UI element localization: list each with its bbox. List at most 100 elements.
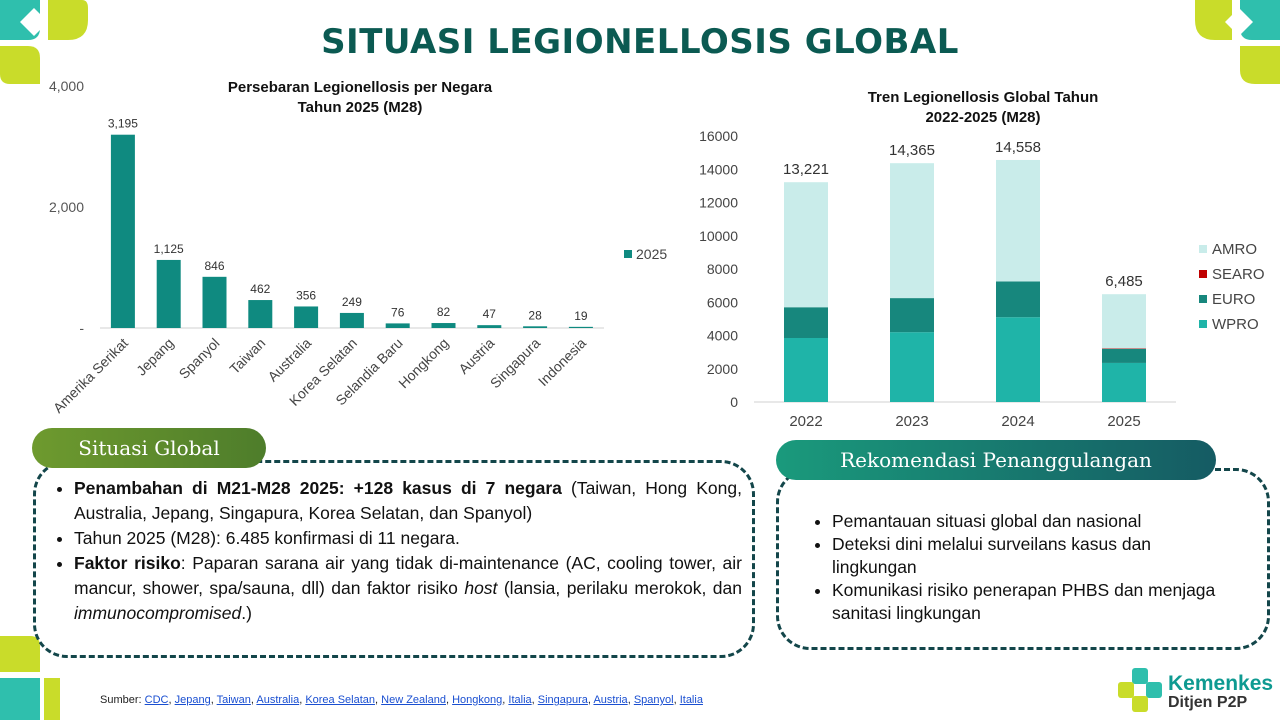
situasi-global-label: Situasi Global (32, 428, 266, 468)
situasi-item-3: Faktor risiko: Paparan sarana air yang t… (74, 551, 742, 626)
source-link-italia[interactable]: Italia (508, 694, 532, 706)
data-label: 3,195 (108, 117, 138, 131)
source-link-korea-selatan[interactable]: Korea Selatan (305, 694, 376, 706)
bar-chart-title-line2: Tahun 2025 (M28) (297, 99, 423, 116)
stacked-segment (1102, 294, 1146, 349)
data-label: 1,125 (154, 242, 184, 256)
y-tick-label: 2,000 (49, 199, 84, 215)
bar (156, 259, 181, 328)
y-tick-label: - (79, 320, 84, 336)
source-link-taiwan[interactable]: Taiwan (216, 694, 251, 706)
legend-label: AMRO (1212, 241, 1257, 258)
x-tick-label: Jepang (133, 335, 177, 379)
x-tick-label: 2022 (789, 413, 822, 430)
situasi-global-box (33, 460, 755, 658)
rekomendasi-label: Rekomendasi Penanggulangan (776, 440, 1216, 480)
x-tick-label: 2024 (1001, 413, 1034, 430)
brand-name: Kemenkes (1168, 672, 1274, 695)
legend-label: WPRO (1212, 316, 1259, 333)
x-tick-label: Indonesia (535, 335, 589, 389)
bar (568, 326, 593, 328)
stacked-segment (890, 298, 934, 333)
source-link-jepang[interactable]: Jepang (174, 694, 211, 706)
stacked-segment (784, 337, 828, 402)
rekomendasi-list: Pemantauan situasi global dan nasional D… (806, 510, 1216, 625)
stacked-segment (1102, 362, 1146, 402)
bar (431, 323, 456, 328)
data-label: 47 (483, 307, 497, 321)
legend-label: 2025 (636, 246, 667, 262)
situasi-global-list: Penambahan di M21-M28 2025: +128 kasus d… (48, 476, 742, 626)
y-tick-label: 4,000 (49, 78, 84, 94)
total-label: 14,558 (995, 139, 1041, 156)
rekomendasi-item-1: Pemantauan situasi global dan nasional (832, 510, 1216, 533)
stacked-segment (890, 332, 934, 402)
data-label: 249 (342, 295, 362, 309)
kemenkes-logo-icon (1118, 668, 1162, 712)
y-tick-label: 2000 (707, 361, 738, 377)
bar (523, 326, 548, 328)
rekomendasi-item-2: Deteksi dini melalui surveilans kasus da… (832, 533, 1216, 579)
source-link-cdc[interactable]: CDC (144, 694, 169, 706)
source-link-new-zealand[interactable]: New Zealand (381, 694, 446, 706)
source-link-austria[interactable]: Austria (593, 694, 628, 706)
data-label: 28 (528, 308, 542, 322)
bar (202, 276, 227, 328)
bar-chart-title: Persebaran Legionellosis per Negara Tahu… (150, 78, 570, 118)
x-tick-label: Hongkong (395, 335, 451, 391)
y-tick-label: 12000 (699, 195, 738, 211)
source-link-australia[interactable]: Australia (256, 694, 300, 706)
rekomendasi-item-3: Komunikasi risiko penerapan PHBS dan men… (832, 579, 1216, 625)
source-link-hongkong[interactable]: Hongkong (452, 694, 503, 706)
situasi-item-1: Penambahan di M21-M28 2025: +128 kasus d… (74, 476, 742, 526)
x-tick-label: 2023 (895, 413, 928, 430)
data-label: 356 (296, 288, 316, 302)
bar (294, 306, 319, 328)
bar-chart-title-line1: Persebaran Legionellosis per Negara (227, 79, 493, 96)
data-label: 846 (204, 259, 224, 273)
stacked-chart-title-line2: 2022-2025 (M28) (925, 109, 1041, 126)
page-title: SITUASI LEGIONELLOSIS GLOBAL (321, 22, 959, 62)
y-tick-label: 16000 (699, 128, 738, 144)
stacked-segment (890, 163, 934, 299)
country-bar-chart: - 2,000 4,000 3,195 Amerika Serikat 1,125 Jepa… (49, 78, 667, 416)
x-tick-label: Taiwan (226, 335, 268, 377)
situasi-item-2: Tahun 2025 (M28): 6.485 konfirmasi di 11… (74, 526, 742, 551)
legend-swatch (1199, 320, 1207, 328)
stacked-chart-title: Tren Legionellosis Global Tahun 2022-202… (800, 88, 1166, 128)
source-label: Sumber: (100, 694, 145, 706)
x-tick-label: Spanyol (176, 335, 223, 382)
stacked-segment (1102, 348, 1146, 363)
source-link-singapura[interactable]: Singapura (537, 694, 588, 706)
bar (477, 325, 502, 328)
y-tick-label: 4000 (707, 328, 738, 344)
x-tick-label: Austria (455, 335, 497, 377)
bar (339, 312, 364, 328)
source-link-spanyol[interactable]: Spanyol (633, 694, 674, 706)
legend-swatch (1199, 245, 1207, 253)
source-link-italia-2[interactable]: Italia (679, 694, 703, 706)
stacked-segment (784, 307, 828, 338)
legend-label: SEARO (1212, 266, 1265, 283)
x-tick-label: Singapura (487, 335, 544, 392)
bar (385, 323, 410, 328)
stacked-chart-title-line1: Tren Legionellosis Global Tahun (867, 89, 1099, 106)
y-tick-label: 14000 (699, 161, 738, 177)
y-tick-label: 10000 (699, 228, 738, 244)
corner-decoration-top-right (1195, 0, 1280, 84)
bar (248, 300, 273, 328)
legend-swatch (1199, 270, 1207, 278)
legend-swatch (1199, 295, 1207, 303)
stacked-segment (996, 317, 1040, 402)
trend-stacked-chart: 0 2000 4000 6000 8000 10000 12000 14000 16000 13,… (699, 128, 1265, 430)
total-label: 13,221 (783, 161, 829, 178)
x-tick-label: 2025 (1107, 413, 1140, 430)
x-tick-label: Amerika Serikat (50, 335, 131, 416)
corner-decoration-bottom-left (0, 636, 60, 720)
y-tick-label: 0 (730, 394, 738, 410)
stacked-segment (996, 281, 1040, 318)
total-label: 14,365 (889, 142, 935, 159)
stacked-segment (784, 182, 828, 308)
data-label: 462 (250, 282, 270, 296)
data-label: 19 (574, 309, 588, 323)
